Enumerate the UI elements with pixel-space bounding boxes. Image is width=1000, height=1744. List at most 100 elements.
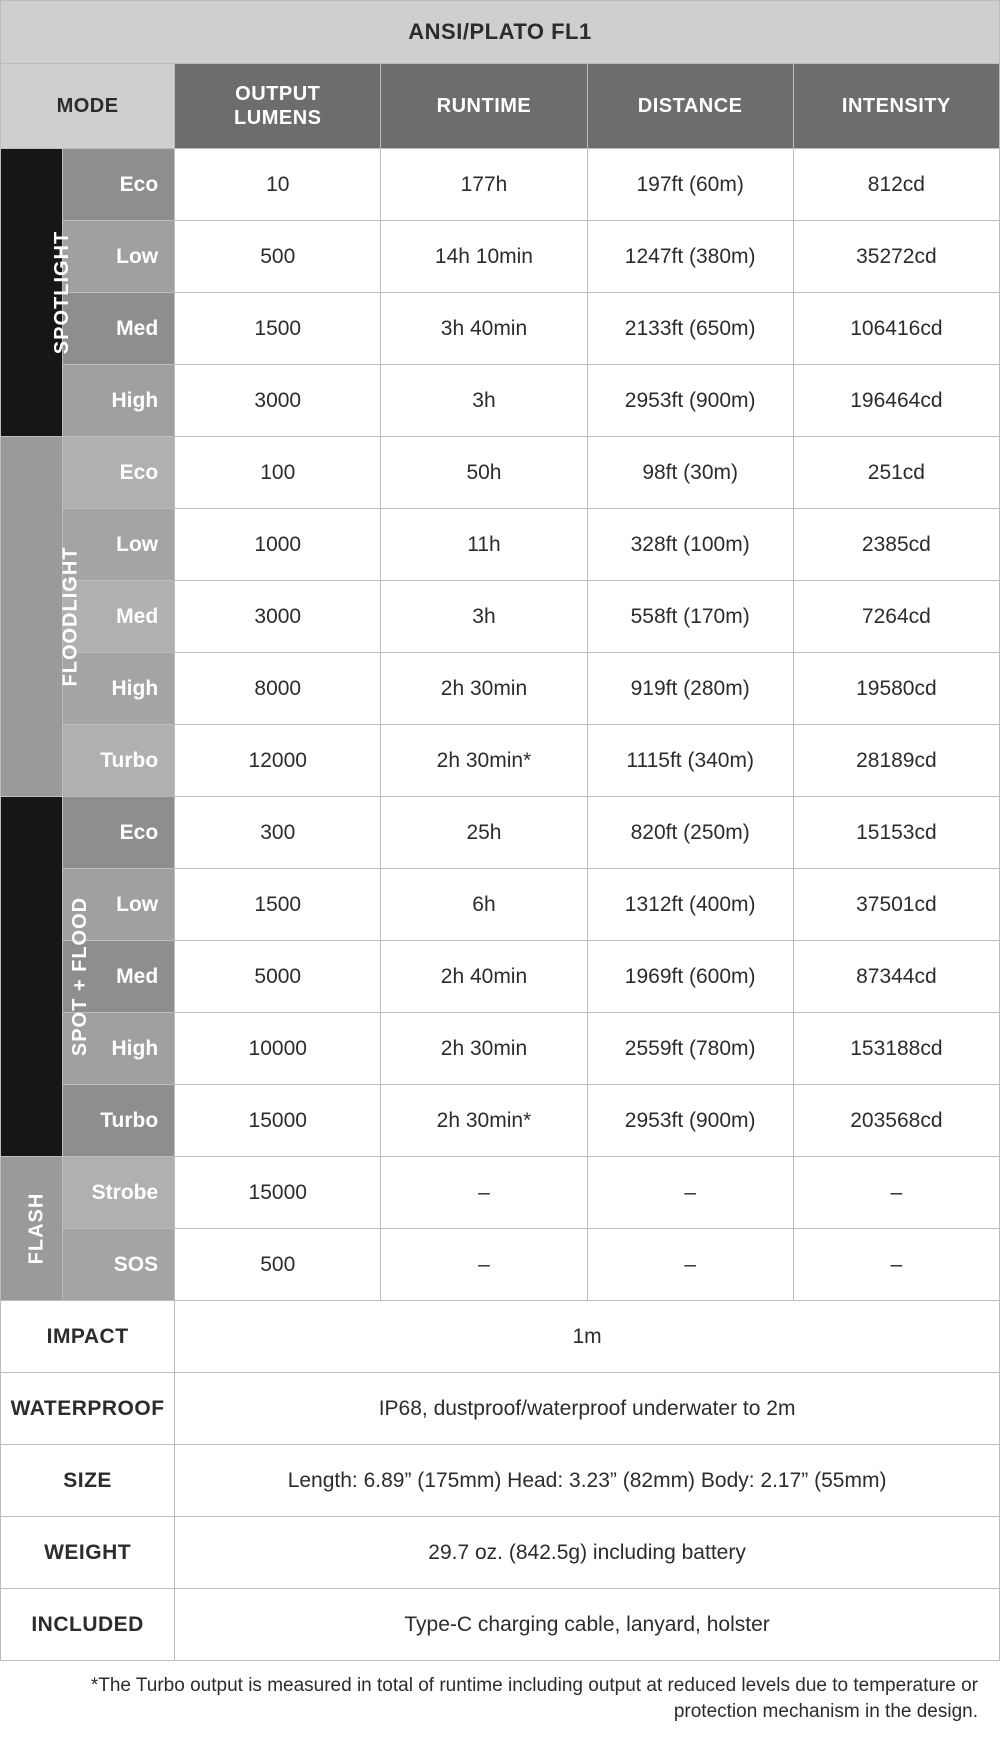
cell-intensity: 15153cd — [793, 797, 999, 869]
cell-intensity: 203568cd — [793, 1085, 999, 1157]
cell-output: 1000 — [175, 509, 381, 581]
cell-runtime: – — [381, 1229, 587, 1301]
mode-category: FLOODLIGHT — [1, 437, 63, 797]
spec-label: WEIGHT — [1, 1517, 175, 1589]
cell-runtime: 2h 30min — [381, 653, 587, 725]
cell-runtime: 6h — [381, 869, 587, 941]
mode-sub-label: Eco — [63, 437, 175, 509]
cell-output: 15000 — [175, 1157, 381, 1229]
cell-runtime: 177h — [381, 149, 587, 221]
cell-intensity: – — [793, 1229, 999, 1301]
cell-intensity: 196464cd — [793, 365, 999, 437]
mode-sub-label: Turbo — [63, 1085, 175, 1157]
mode-sub-label: Med — [63, 293, 175, 365]
mode-category-label: SPOT + FLOOD — [69, 897, 92, 1056]
mode-sub-label: Strobe — [63, 1157, 175, 1229]
col-header-distance: DISTANCE — [587, 64, 793, 149]
cell-runtime: 14h 10min — [381, 221, 587, 293]
cell-output: 1500 — [175, 869, 381, 941]
cell-distance: 2953ft (900m) — [587, 365, 793, 437]
cell-output: 100 — [175, 437, 381, 509]
cell-runtime: 2h 30min* — [381, 725, 587, 797]
mode-sub-label: Eco — [63, 149, 175, 221]
spec-value: Length: 6.89” (175mm) Head: 3.23” (82mm)… — [175, 1445, 1000, 1517]
cell-output: 10000 — [175, 1013, 381, 1085]
footnote-text: *The Turbo output is measured in total o… — [0, 1661, 1000, 1744]
mode-sub-label: Low — [63, 221, 175, 293]
cell-output: 300 — [175, 797, 381, 869]
cell-distance: 2953ft (900m) — [587, 1085, 793, 1157]
mode-sub-label: SOS — [63, 1229, 175, 1301]
cell-intensity: 19580cd — [793, 653, 999, 725]
cell-distance: 820ft (250m) — [587, 797, 793, 869]
cell-output: 500 — [175, 1229, 381, 1301]
cell-runtime: 2h 30min — [381, 1013, 587, 1085]
cell-intensity: 812cd — [793, 149, 999, 221]
cell-intensity: 7264cd — [793, 581, 999, 653]
spec-value: IP68, dustproof/waterproof underwater to… — [175, 1373, 1000, 1445]
mode-category: SPOT + FLOOD — [1, 797, 63, 1157]
mode-category: SPOTLIGHT — [1, 149, 63, 437]
spec-value: Type-C charging cable, lanyard, holster — [175, 1589, 1000, 1661]
cell-distance: 1247ft (380m) — [587, 221, 793, 293]
spec-label: WATERPROOF — [1, 1373, 175, 1445]
cell-intensity: 28189cd — [793, 725, 999, 797]
table-title: ANSI/PLATO FL1 — [1, 1, 1000, 64]
spec-value: 29.7 oz. (842.5g) including battery — [175, 1517, 1000, 1589]
mode-sub-label: High — [63, 365, 175, 437]
cell-distance: 197ft (60m) — [587, 149, 793, 221]
cell-distance: 2559ft (780m) — [587, 1013, 793, 1085]
cell-runtime: 3h — [381, 365, 587, 437]
cell-runtime: 50h — [381, 437, 587, 509]
cell-distance: – — [587, 1229, 793, 1301]
mode-category-label: SPOTLIGHT — [51, 231, 74, 354]
cell-distance: 328ft (100m) — [587, 509, 793, 581]
cell-output: 3000 — [175, 581, 381, 653]
cell-output: 12000 — [175, 725, 381, 797]
cell-output: 10 — [175, 149, 381, 221]
mode-category-label: FLOODLIGHT — [59, 547, 82, 687]
mode-category: FLASH — [1, 1157, 63, 1301]
cell-output: 3000 — [175, 365, 381, 437]
cell-intensity: 106416cd — [793, 293, 999, 365]
col-header-intensity: INTENSITY — [793, 64, 999, 149]
cell-intensity: 251cd — [793, 437, 999, 509]
cell-intensity: 87344cd — [793, 941, 999, 1013]
cell-output: 15000 — [175, 1085, 381, 1157]
cell-distance: 558ft (170m) — [587, 581, 793, 653]
cell-runtime: 11h — [381, 509, 587, 581]
cell-distance: 98ft (30m) — [587, 437, 793, 509]
spec-label: INCLUDED — [1, 1589, 175, 1661]
cell-runtime: 2h 40min — [381, 941, 587, 1013]
cell-distance: 1312ft (400m) — [587, 869, 793, 941]
cell-distance: 1115ft (340m) — [587, 725, 793, 797]
cell-runtime: 25h — [381, 797, 587, 869]
cell-output: 500 — [175, 221, 381, 293]
cell-intensity: 2385cd — [793, 509, 999, 581]
cell-runtime: 2h 30min* — [381, 1085, 587, 1157]
spec-value: 1m — [175, 1301, 1000, 1373]
cell-runtime: – — [381, 1157, 587, 1229]
cell-intensity: 35272cd — [793, 221, 999, 293]
cell-distance: – — [587, 1157, 793, 1229]
cell-runtime: 3h — [381, 581, 587, 653]
cell-output: 5000 — [175, 941, 381, 1013]
cell-distance: 919ft (280m) — [587, 653, 793, 725]
mode-sub-label: Eco — [63, 797, 175, 869]
cell-intensity: – — [793, 1157, 999, 1229]
cell-intensity: 153188cd — [793, 1013, 999, 1085]
cell-distance: 1969ft (600m) — [587, 941, 793, 1013]
cell-intensity: 37501cd — [793, 869, 999, 941]
col-header-runtime: RUNTIME — [381, 64, 587, 149]
cell-distance: 2133ft (650m) — [587, 293, 793, 365]
spec-label: IMPACT — [1, 1301, 175, 1373]
cell-output: 8000 — [175, 653, 381, 725]
mode-sub-label: Turbo — [63, 725, 175, 797]
cell-output: 1500 — [175, 293, 381, 365]
spec-table: ANSI/PLATO FL1MODEOUTPUTLUMENSRUNTIMEDIS… — [0, 0, 1000, 1661]
mode-category-label: FLASH — [25, 1193, 48, 1265]
cell-runtime: 3h 40min — [381, 293, 587, 365]
spec-label: SIZE — [1, 1445, 175, 1517]
col-header-mode: MODE — [1, 64, 175, 149]
col-header-output: OUTPUTLUMENS — [175, 64, 381, 149]
